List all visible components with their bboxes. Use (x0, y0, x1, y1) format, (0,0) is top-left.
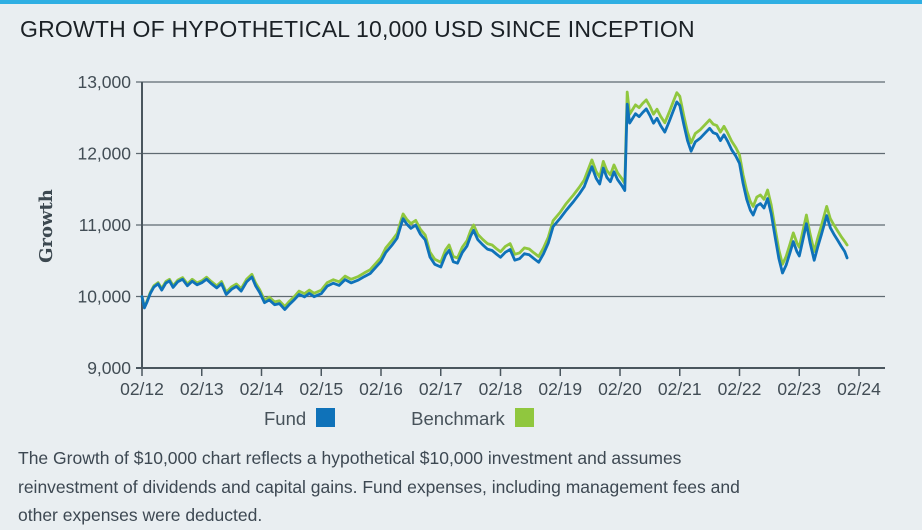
legend-label-fund: Fund (264, 408, 307, 429)
legend-label-benchmark: Benchmark (411, 408, 505, 429)
x-tick-label: 02/15 (299, 379, 343, 399)
footnote-line: reinvestment of dividends and capital ga… (18, 476, 740, 497)
x-tick-label: 02/20 (598, 379, 642, 399)
series-line-benchmark (140, 90, 849, 309)
x-tick-label: 02/21 (658, 379, 702, 399)
legend-item-benchmark: Benchmark (411, 407, 534, 430)
x-tick-label: 02/19 (538, 379, 582, 399)
legend-item-fund: Fund (264, 407, 336, 430)
x-tick-label: 02/18 (479, 379, 523, 399)
growth-chart: 9,000 10,000 11,000 12,000 13,000 02/12 02/13 0… (36, 72, 885, 399)
x-tick-label: 02/13 (180, 379, 224, 399)
x-tick-label: 02/14 (240, 379, 284, 399)
footnote-line: other expenses were deducted. (18, 505, 263, 525)
benchmark-color-swatch (514, 407, 534, 427)
y-tick-label: 13,000 (77, 72, 131, 92)
y-tick-label: 12,000 (77, 144, 131, 164)
x-tick-label: 02/16 (359, 379, 403, 399)
x-tick-label: 02/24 (837, 379, 881, 399)
chart-footnote: The Growth of $10,000 chart reflects a h… (18, 444, 916, 530)
y-axis-title: Growth (36, 189, 57, 263)
chart-legend: Fund Benchmark (264, 407, 534, 430)
fund-color-swatch (316, 407, 336, 427)
page-title: GROWTH OF HYPOTHETICAL 10,000 USD SINCE … (20, 16, 695, 42)
footnote-line: The Growth of $10,000 chart reflects a h… (18, 448, 682, 468)
x-tick-label: 02/23 (777, 379, 821, 399)
x-tick-label: 02/22 (718, 379, 762, 399)
x-tick-label: 02/17 (419, 379, 463, 399)
x-tick-label: 02/12 (120, 379, 164, 399)
y-tick-label: 11,000 (79, 215, 131, 235)
y-tick-label: 10,000 (77, 287, 131, 307)
top-accent-border (0, 0, 922, 4)
series-line-fund (140, 100, 849, 311)
y-tick-label: 9,000 (87, 358, 131, 378)
